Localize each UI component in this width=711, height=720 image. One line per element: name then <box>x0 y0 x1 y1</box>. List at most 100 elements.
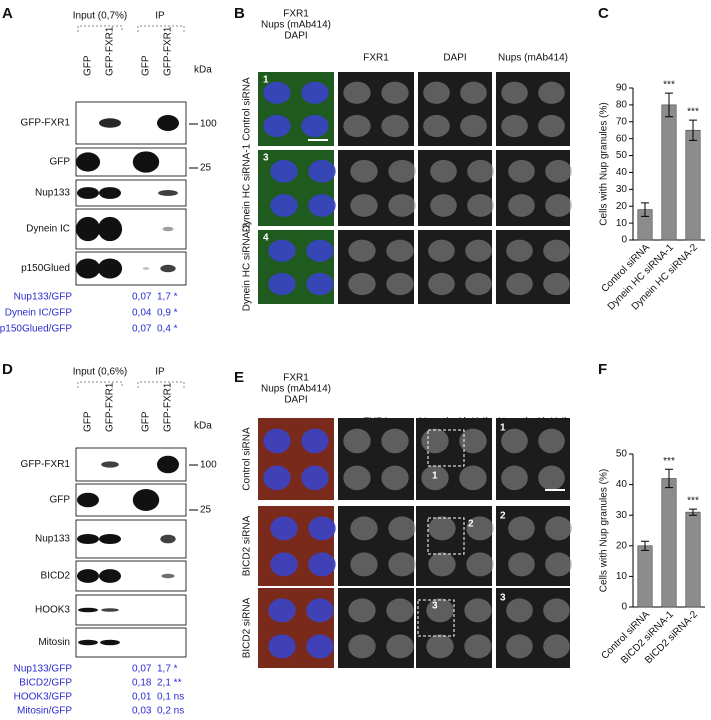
cell <box>543 239 570 262</box>
cell-number: 3 <box>263 153 269 164</box>
y-axis-label: Cells with Nup granules (%) <box>599 102 610 225</box>
cell <box>386 634 414 659</box>
cell <box>301 114 329 138</box>
band <box>77 492 99 508</box>
quant-label: Dynein IC/GFP <box>5 308 73 319</box>
row-label: BICD2 siRNA <box>242 597 253 658</box>
blot-strip <box>75 208 187 250</box>
cell <box>348 239 376 262</box>
cell <box>538 114 565 138</box>
cell <box>381 428 409 454</box>
quant-input: 0,03 <box>132 706 152 717</box>
panel-letter: B <box>234 5 245 22</box>
y-axis-label: Cells with Nup granules (%) <box>599 469 610 592</box>
lane-label: GFP <box>141 55 152 76</box>
cell <box>421 465 449 491</box>
panel-letter: C <box>598 5 609 22</box>
quant-ip: 0,4 * <box>157 324 178 335</box>
lane-label: GFP-FXR1 <box>105 382 116 432</box>
blot-row-label: GFP <box>49 157 70 168</box>
row-label: Control siRNA <box>242 427 253 491</box>
y-tick-label: 50 <box>616 150 628 161</box>
cell <box>270 194 298 217</box>
cell <box>428 516 456 541</box>
cell <box>545 194 572 217</box>
bracket <box>77 381 123 388</box>
merge-label: FXR1 <box>283 373 309 384</box>
cell <box>421 428 449 454</box>
error-bar <box>689 119 697 141</box>
cell <box>306 598 334 623</box>
band <box>162 226 174 232</box>
band <box>77 533 99 545</box>
y-tick-label: 10 <box>616 218 628 229</box>
cell <box>460 81 487 104</box>
column-label: DAPI <box>443 53 466 64</box>
quant-ip: 1,7 * <box>157 664 178 675</box>
error-bar <box>641 202 649 217</box>
cell <box>508 194 535 217</box>
significance: *** <box>663 80 675 91</box>
quant-input: 0,18 <box>132 678 152 689</box>
cell <box>460 114 487 138</box>
cell <box>308 194 336 217</box>
cell <box>308 159 336 183</box>
band <box>75 258 101 279</box>
y-tick-label: 30 <box>616 510 628 521</box>
panel-letter: A <box>2 5 13 22</box>
cell <box>388 516 416 541</box>
inset-box <box>427 517 465 555</box>
quant-input: 0,04 <box>132 308 152 319</box>
cell <box>381 114 409 138</box>
cell <box>270 159 298 183</box>
band <box>75 152 101 172</box>
cell <box>426 634 454 659</box>
cell <box>459 428 487 454</box>
band <box>157 455 179 474</box>
cell <box>348 598 376 623</box>
bar <box>685 511 701 608</box>
cell <box>263 428 291 454</box>
error-bar <box>665 92 673 118</box>
blot-row-label: Nup133 <box>35 534 70 545</box>
panel-letter: F <box>598 361 607 378</box>
panel-letter: D <box>2 361 13 378</box>
cell <box>430 194 457 217</box>
cell <box>270 516 298 541</box>
merge-label: Nups (mAb414) <box>261 384 331 395</box>
kda-label: kDa <box>194 421 212 432</box>
lane-label: GFP-FXR1 <box>163 382 174 432</box>
quant-label: p150Glued/GFP <box>0 324 72 335</box>
band <box>97 258 123 279</box>
blot-row-label: Mitosin <box>38 637 70 648</box>
quant-input: 0,07 <box>132 664 152 675</box>
cell <box>501 81 528 104</box>
cell <box>428 552 456 577</box>
band <box>78 607 98 613</box>
cell <box>306 272 334 296</box>
band <box>101 461 119 468</box>
band <box>75 216 101 242</box>
cell <box>343 81 371 104</box>
y-tick-label: 50 <box>616 449 628 460</box>
cell <box>306 239 334 262</box>
cell <box>301 465 329 491</box>
merge-label: DAPI <box>284 395 307 406</box>
band <box>160 264 176 273</box>
bar <box>661 104 677 241</box>
row-label: BICD2 siRNA <box>242 515 253 576</box>
marker-label: 25 <box>200 505 212 516</box>
cell <box>465 239 492 262</box>
marker-label: 100 <box>200 119 217 130</box>
cell <box>508 516 535 541</box>
y-tick-label: 0 <box>621 235 627 246</box>
merge-label: FXR1 <box>283 9 309 20</box>
band <box>77 187 99 199</box>
cell <box>506 598 533 623</box>
y-tick-label: 40 <box>616 167 628 178</box>
significance: *** <box>663 456 675 467</box>
blot-row-label: Nup133 <box>35 188 70 199</box>
cell <box>306 634 334 659</box>
inset-number: 1 <box>432 471 438 482</box>
